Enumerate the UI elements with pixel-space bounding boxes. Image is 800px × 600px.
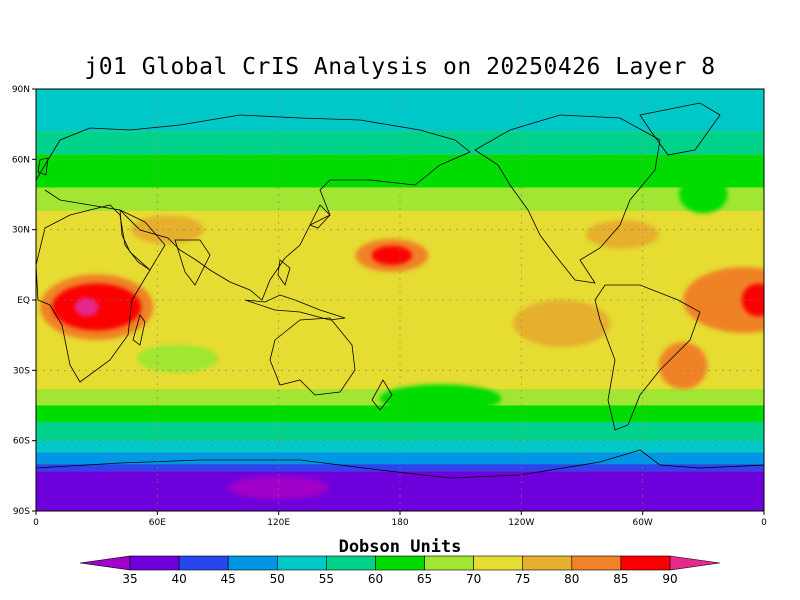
- longitude-label: 60E: [149, 518, 166, 528]
- longitude-label: 120E: [267, 518, 290, 528]
- ozone-anomaly: [74, 297, 99, 317]
- colorbar-label: 40: [171, 572, 186, 586]
- colorbar-segment: [276, 555, 327, 571]
- ozone-band: [36, 471, 764, 511]
- colorbar-label: 60: [368, 572, 383, 586]
- colorbar-label: 55: [319, 572, 334, 586]
- latitude-label: 30S: [13, 366, 30, 376]
- ozone-band: [36, 131, 764, 155]
- colorbar-label: 80: [564, 572, 579, 586]
- latitude-label: 60S: [13, 437, 30, 447]
- latitude-labels: 90N 60N 30N EQ 30S 60S 90S: [12, 85, 30, 517]
- ozone-anomaly: [371, 246, 413, 265]
- coastlines: [36, 102, 764, 479]
- colorbar-label: 35: [122, 572, 137, 586]
- ozone-anomaly: [683, 267, 764, 333]
- colorbar-label: 70: [466, 572, 481, 586]
- ozone-band: [36, 452, 764, 465]
- colorbar-segment: [522, 555, 573, 571]
- ozone-anomaly: [586, 220, 659, 249]
- ozone-band: [36, 421, 764, 441]
- latitude-label: 90S: [13, 507, 30, 517]
- latitude-label: EQ: [17, 296, 30, 306]
- longitude-label: 0: [761, 518, 767, 528]
- latitude-label: 30N: [12, 226, 30, 236]
- colorbar-label: 90: [662, 572, 677, 586]
- colorbar-segment: [473, 555, 524, 571]
- colorbar-label: 50: [270, 572, 285, 586]
- latitude-label: 60N: [12, 155, 30, 165]
- latitude-label: 90N: [12, 85, 30, 95]
- ozone-band: [36, 405, 764, 422]
- ozone-band: [36, 187, 764, 211]
- axis-ticks: [32, 88, 765, 515]
- colorbar-label: 75: [515, 572, 530, 586]
- ozone-anomaly: [741, 283, 764, 317]
- ozone-anomaly: [137, 344, 218, 373]
- colorbar-label: 65: [417, 572, 432, 586]
- colorbar-segment: [620, 555, 671, 571]
- colorbar-segment: [227, 555, 278, 571]
- colorbar-segment: [424, 555, 474, 571]
- longitude-label: 180: [391, 518, 408, 528]
- colorbar-segment: [326, 555, 376, 571]
- longitude-labels: 0 60E 120E 180 120W 60W 0: [33, 518, 767, 528]
- ozone-anomaly: [131, 215, 204, 244]
- colorbar-title: Dobson Units: [338, 537, 462, 557]
- colorbar-segment: [669, 555, 721, 571]
- map-title: j01 Global CrIS Analysis on 20250426 Lay…: [84, 54, 716, 80]
- colorbar-segment: [571, 555, 622, 571]
- longitude-label: 60W: [632, 518, 652, 528]
- longitude-label: 120W: [508, 518, 534, 528]
- colorbar-label: 85: [613, 572, 628, 586]
- colorbar-segment: [178, 555, 229, 571]
- colorbar-segment: [79, 555, 131, 571]
- ozone-anomaly: [513, 300, 611, 347]
- colorbar: 35 40 45 50 55 60 65 70 75 80 85 90: [79, 555, 721, 586]
- ozone-anomaly: [658, 342, 708, 390]
- ozone-anomaly: [379, 384, 502, 413]
- colorbar-segment: [129, 555, 180, 571]
- ozone-anomaly: [679, 175, 728, 214]
- graticule: [36, 89, 764, 511]
- ozone-anomaly: [228, 475, 330, 500]
- colorbar-segment: [375, 555, 425, 571]
- colorbar-label: 45: [221, 572, 236, 586]
- longitude-label: 0: [33, 518, 39, 528]
